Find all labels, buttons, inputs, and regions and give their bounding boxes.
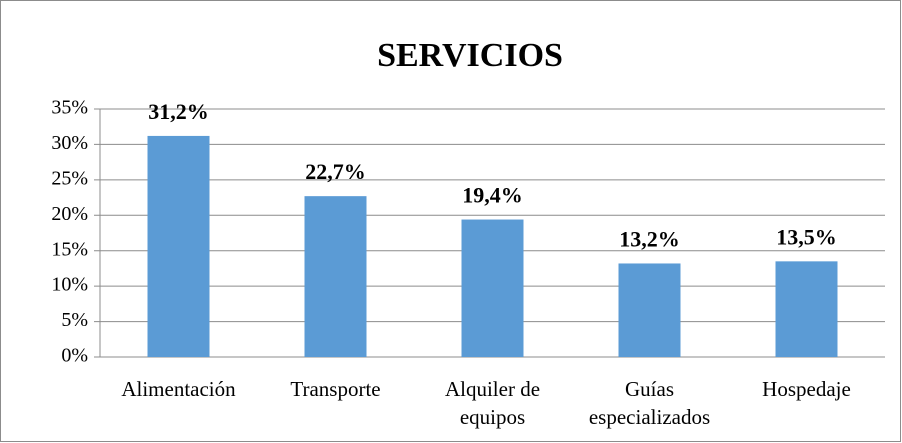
bar	[618, 263, 681, 357]
y-tick-label: 25%	[51, 167, 88, 189]
bar	[147, 135, 210, 357]
y-tick-label: 10%	[51, 274, 88, 296]
bar	[775, 261, 838, 357]
value-label: 13,2%	[619, 227, 680, 252]
bar	[461, 219, 524, 357]
x-tick-label: Guías especializados	[588, 377, 711, 429]
y-tick-label: 35%	[51, 97, 88, 119]
chart-title: SERVICIOS	[377, 37, 563, 74]
y-tick-label: 20%	[51, 203, 88, 225]
value-label: 19,4%	[462, 183, 523, 208]
x-tick-label: Hospedaje	[762, 377, 851, 401]
y-tick-label: 5%	[61, 309, 88, 331]
x-tick-label: Transporte	[290, 377, 381, 401]
value-label: 22,7%	[305, 159, 366, 184]
value-label: 13,5%	[776, 224, 837, 249]
y-tick-label: 0%	[61, 345, 88, 367]
x-tick-label: Alimentación	[121, 377, 236, 401]
bar	[304, 196, 367, 357]
y-tick-label: 30%	[51, 132, 88, 154]
y-tick-label: 15%	[51, 238, 88, 260]
value-label: 31,2%	[148, 99, 209, 124]
x-tick-label: Alquiler de equipos	[444, 377, 541, 429]
